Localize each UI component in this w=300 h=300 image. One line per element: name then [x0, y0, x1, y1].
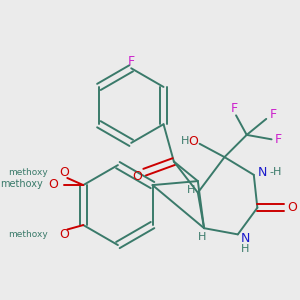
Text: -H: -H	[270, 167, 282, 177]
Text: F: F	[128, 55, 135, 68]
Text: methoxy: methoxy	[8, 168, 48, 177]
Text: O: O	[59, 228, 69, 241]
Text: H: H	[198, 232, 206, 242]
Text: methoxy: methoxy	[8, 230, 48, 239]
Text: F: F	[231, 102, 238, 115]
Text: O: O	[133, 170, 142, 183]
Text: H: H	[187, 185, 195, 195]
Text: N: N	[258, 166, 268, 179]
Text: O: O	[287, 201, 297, 214]
Text: F: F	[275, 133, 282, 146]
Text: H: H	[181, 136, 189, 146]
Text: H: H	[241, 244, 249, 254]
Text: methoxy: methoxy	[1, 179, 43, 189]
Text: O: O	[188, 135, 198, 148]
Text: O: O	[59, 166, 69, 179]
Text: F: F	[270, 108, 277, 121]
Text: O: O	[49, 178, 58, 191]
Text: N: N	[241, 232, 250, 245]
